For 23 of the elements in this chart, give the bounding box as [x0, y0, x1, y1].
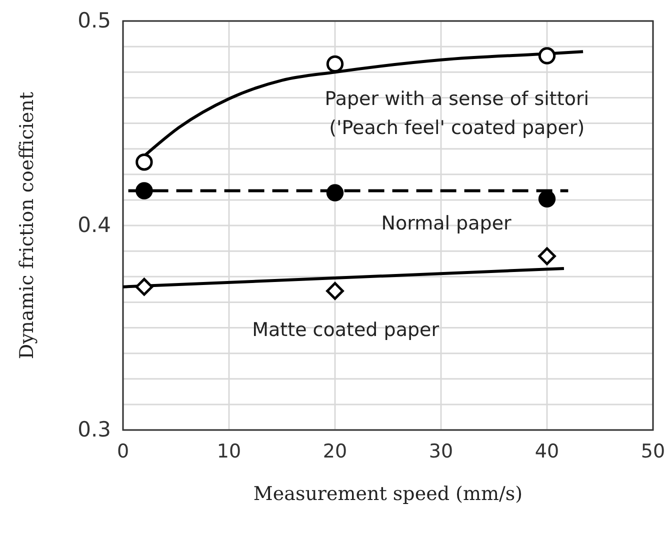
point	[326, 282, 344, 300]
series-label: Paper with a sense of sittori ('Peach feel' coated paper)	[324, 88, 590, 139]
series-label: Normal paper	[381, 212, 512, 235]
point	[326, 184, 344, 202]
x-tick-label: 40	[534, 440, 560, 462]
point	[538, 247, 556, 266]
x-tick-label: 10	[216, 440, 242, 462]
y-tick-label: 0.4	[78, 213, 111, 238]
y-tick-label: 0.5	[78, 8, 111, 33]
x-tick-label: 20	[322, 440, 348, 462]
y-tick-label: 0.3	[78, 418, 111, 442]
y-axis-title: Dynamic friction coefficient	[16, 91, 38, 360]
x-axis-title: Measurement speed (mm/s)	[253, 483, 523, 505]
point	[538, 190, 556, 208]
series-label: Matte coated paper	[252, 318, 440, 341]
x-tick-label: 30	[428, 440, 454, 462]
point	[136, 154, 153, 171]
point	[136, 182, 153, 200]
point	[326, 55, 344, 73]
x-tick-label: 0	[116, 440, 130, 462]
point	[538, 47, 556, 64]
x-tick-label: 50	[640, 440, 666, 462]
point	[135, 278, 154, 296]
